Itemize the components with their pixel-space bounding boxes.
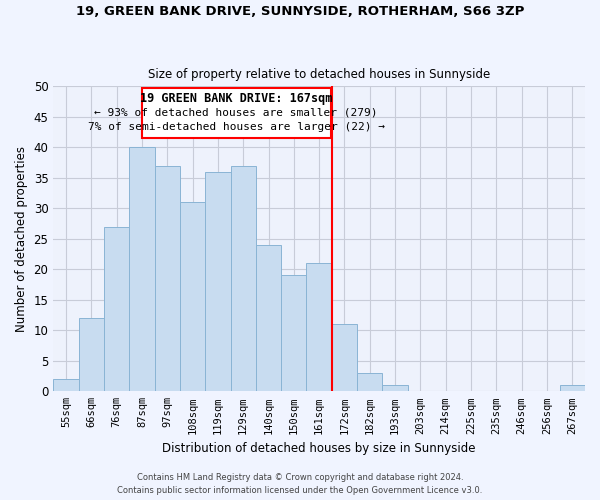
Text: Contains HM Land Registry data © Crown copyright and database right 2024.
Contai: Contains HM Land Registry data © Crown c…: [118, 474, 482, 495]
Y-axis label: Number of detached properties: Number of detached properties: [15, 146, 28, 332]
Bar: [560, 385, 585, 392]
Bar: [129, 148, 155, 392]
Text: 19, GREEN BANK DRIVE, SUNNYSIDE, ROTHERHAM, S66 3ZP: 19, GREEN BANK DRIVE, SUNNYSIDE, ROTHERH…: [76, 5, 524, 18]
Bar: [104, 226, 129, 392]
Bar: [205, 172, 230, 392]
Bar: [307, 263, 332, 392]
Bar: [155, 166, 180, 392]
Bar: [357, 373, 382, 392]
Bar: [281, 276, 307, 392]
Bar: [382, 385, 408, 392]
Bar: [79, 318, 104, 392]
Bar: [332, 324, 357, 392]
Bar: [230, 166, 256, 392]
FancyBboxPatch shape: [142, 88, 331, 138]
Bar: [180, 202, 205, 392]
Text: 19 GREEN BANK DRIVE: 167sqm: 19 GREEN BANK DRIVE: 167sqm: [140, 92, 332, 105]
X-axis label: Distribution of detached houses by size in Sunnyside: Distribution of detached houses by size …: [163, 442, 476, 455]
Bar: [53, 379, 79, 392]
Title: Size of property relative to detached houses in Sunnyside: Size of property relative to detached ho…: [148, 68, 490, 81]
Text: ← 93% of detached houses are smaller (279): ← 93% of detached houses are smaller (27…: [94, 107, 378, 117]
Text: 7% of semi-detached houses are larger (22) →: 7% of semi-detached houses are larger (2…: [88, 122, 385, 132]
Bar: [256, 245, 281, 392]
